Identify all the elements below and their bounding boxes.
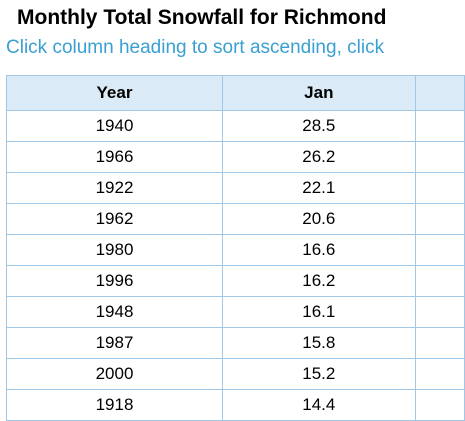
table-row: 1922 22.1 — [6, 172, 465, 204]
jan-snowfall-cell: 20.6 — [222, 203, 416, 235]
year-cell: 2000 — [6, 358, 223, 390]
jan-snowfall-cell: 15.2 — [222, 358, 416, 390]
next-month-cell — [414, 234, 465, 266]
page-title: Monthly Total Snowfall for Richmond — [17, 6, 387, 29]
table-row: 1966 26.2 — [6, 141, 465, 173]
year-cell: 1966 — [6, 141, 223, 173]
table-row: 2000 15.2 — [6, 358, 465, 390]
year-cell: 1922 — [6, 172, 223, 204]
year-cell: 1996 — [6, 265, 223, 297]
table-row: 1962 20.6 — [6, 203, 465, 235]
next-month-cell — [414, 141, 465, 173]
year-cell: 1940 — [6, 110, 223, 142]
jan-snowfall-cell: 16.1 — [222, 296, 416, 328]
next-month-cell — [414, 358, 465, 390]
table-row: 1987 15.8 — [6, 327, 465, 359]
year-cell: 1980 — [6, 234, 223, 266]
column-heading-next[interactable] — [414, 75, 465, 111]
snowfall-table: Year Jan 1940 28.5 1966 26.2 1922 22.1 1… — [6, 75, 465, 421]
year-cell: 1948 — [6, 296, 223, 328]
jan-snowfall-cell: 26.2 — [222, 141, 416, 173]
table-row: 1980 16.6 — [6, 234, 465, 266]
next-month-cell — [414, 203, 465, 235]
year-cell: 1962 — [6, 203, 223, 235]
table-row: 1948 16.1 — [6, 296, 465, 328]
jan-snowfall-cell: 16.6 — [222, 234, 416, 266]
sort-instructions: Click column heading to sort ascending, … — [6, 37, 385, 58]
jan-snowfall-cell: 15.8 — [222, 327, 416, 359]
table-row: 1940 28.5 — [6, 110, 465, 142]
jan-snowfall-cell: 16.2 — [222, 265, 416, 297]
jan-snowfall-cell: 28.5 — [222, 110, 416, 142]
table-row: 1996 16.2 — [6, 265, 465, 297]
column-heading-year[interactable]: Year — [6, 75, 223, 111]
table-header-row: Year Jan — [6, 75, 465, 111]
year-cell: 1987 — [6, 327, 223, 359]
next-month-cell — [414, 265, 465, 297]
next-month-cell — [414, 327, 465, 359]
next-month-cell — [414, 110, 465, 142]
next-month-cell — [414, 296, 465, 328]
next-month-cell — [414, 172, 465, 204]
column-heading-jan[interactable]: Jan — [222, 75, 416, 111]
jan-snowfall-cell: 22.1 — [222, 172, 416, 204]
